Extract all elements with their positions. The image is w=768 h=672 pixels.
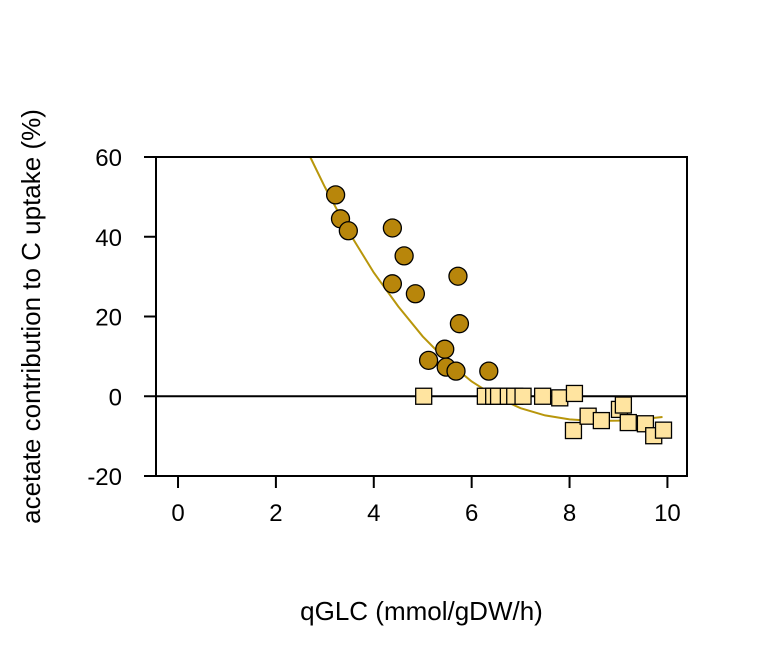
y-tick-label: 20 [95,305,122,332]
data-points-layer [325,185,673,445]
square-point [592,411,611,430]
y-axis-title: acetate contribution to C uptake (%) [16,109,46,524]
circle-point [405,284,426,304]
square-point [564,421,583,440]
x-tick-label: 8 [563,500,576,527]
x-tick-label: 6 [465,500,478,527]
y-tick-label: 0 [109,384,122,411]
circle-point [382,274,403,294]
circle-point [338,221,358,241]
x-tick-label: 2 [269,500,282,527]
fit-curve [309,156,663,423]
x-axis-title: qGLC (mmol/gDW/h) [300,596,543,626]
y-tick-label: -20 [87,464,122,491]
square-point [533,387,552,405]
circle-point [446,361,466,381]
circle-point [325,185,346,205]
circle-point [448,266,468,286]
y-axis: -20 0 20 40 60 [87,145,156,491]
circle-point [382,218,403,238]
x-tick-label: 10 [654,500,681,527]
square-point [565,384,584,403]
square-point [415,387,433,405]
circle-point [394,246,414,266]
square-point [551,389,569,407]
square-point [619,413,637,432]
square-point [614,396,633,414]
square-point [514,387,532,405]
y-tick-label: 40 [95,225,122,252]
circle-point [435,339,455,359]
circle-point [479,361,499,381]
x-tick-label: 4 [367,500,380,527]
y-tick-label: 60 [95,145,122,172]
circle-point [418,350,439,371]
x-tick-label: 0 [171,500,184,527]
circle-point [449,314,470,334]
x-axis: 0 2 4 6 8 10 [171,475,681,527]
square-point [654,421,673,439]
fit-curve-layer [309,156,663,423]
